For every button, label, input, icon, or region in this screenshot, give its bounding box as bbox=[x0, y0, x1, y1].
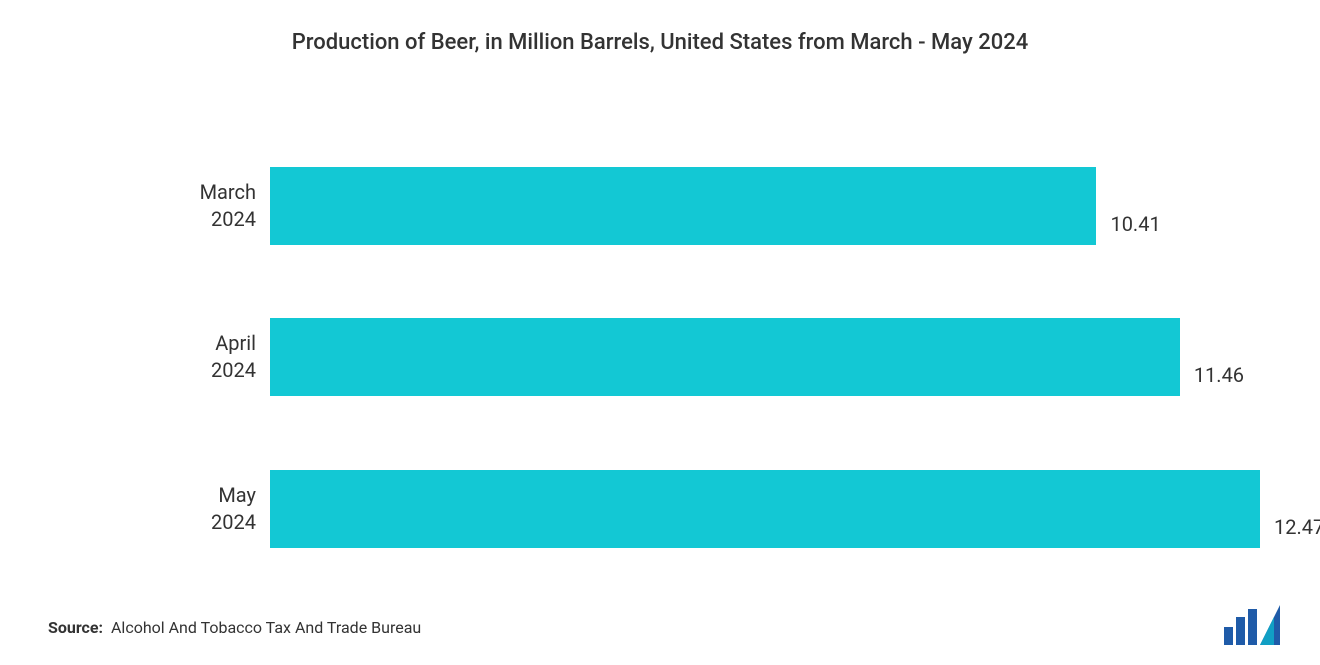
bar-value: 10.41 bbox=[1096, 212, 1160, 236]
chart-area: March 2024 10.41 April 2024 11.46 May 20… bbox=[0, 130, 1320, 585]
bar-value: 11.46 bbox=[1180, 363, 1244, 387]
bar-label: April 2024 bbox=[0, 330, 270, 384]
bar-label-line1: April bbox=[215, 331, 256, 355]
bar bbox=[270, 318, 1180, 396]
bar-value: 12.47 bbox=[1260, 515, 1320, 539]
bar bbox=[270, 167, 1096, 245]
bar-track: 12.47 bbox=[270, 470, 1260, 548]
bar-label-line1: March bbox=[200, 180, 256, 204]
source-label: Source: bbox=[48, 618, 103, 637]
bar-label-line2: 2024 bbox=[211, 510, 256, 534]
brand-logo-icon bbox=[1224, 605, 1280, 645]
bar-label: March 2024 bbox=[0, 179, 270, 233]
bar-label-line1: May bbox=[218, 483, 256, 507]
bar-label-line2: 2024 bbox=[211, 358, 256, 382]
source-text: Alcohol And Tobacco Tax And Trade Bureau bbox=[111, 618, 421, 637]
bar-label-line2: 2024 bbox=[211, 207, 256, 231]
bar-track: 10.41 bbox=[270, 167, 1260, 245]
source-line: Source: Alcohol And Tobacco Tax And Trad… bbox=[48, 618, 421, 637]
bar bbox=[270, 470, 1260, 548]
chart-title: Production of Beer, in Million Barrels, … bbox=[0, 0, 1320, 65]
bar-row: March 2024 10.41 bbox=[0, 167, 1260, 245]
bar-track: 11.46 bbox=[270, 318, 1260, 396]
bar-row: April 2024 11.46 bbox=[0, 318, 1260, 396]
bar-label: May 2024 bbox=[0, 482, 270, 536]
bar-row: May 2024 12.47 bbox=[0, 470, 1260, 548]
